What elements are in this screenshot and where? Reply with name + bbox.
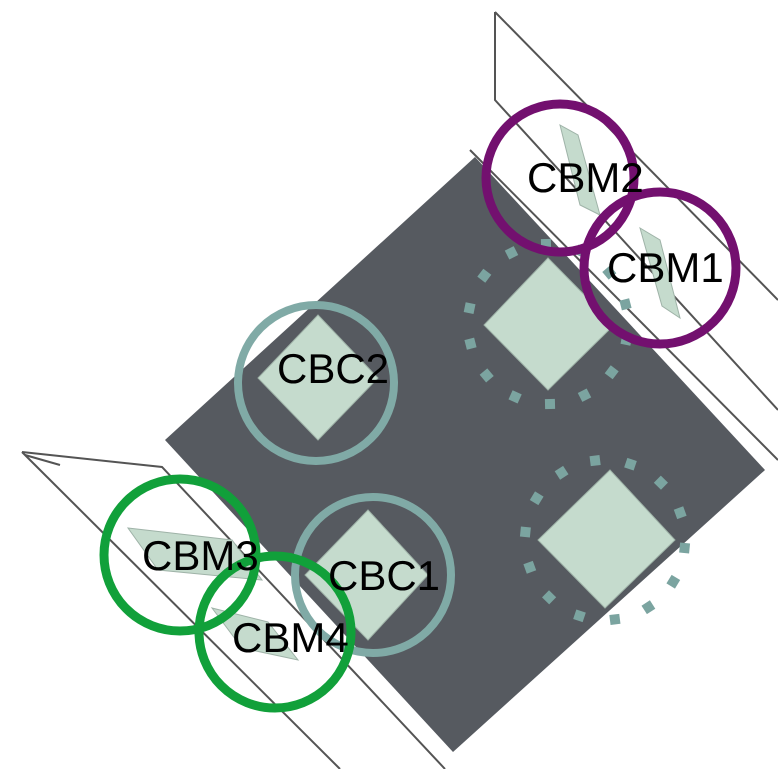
cbc1-pad (304, 509, 429, 641)
docking-dot (463, 302, 476, 314)
cbm4-label: CBM4 (232, 614, 349, 661)
cbm4-strip (210, 607, 300, 661)
docking-dot (542, 590, 557, 605)
docking-dot (589, 455, 601, 467)
cbc1-ring (291, 493, 455, 657)
docking-dot (641, 600, 656, 615)
lower-dotted-ring (519, 455, 691, 625)
cbm2-label: CBM2 (527, 154, 644, 201)
cbm2-ring (481, 99, 639, 257)
cbm3-label: CBM3 (142, 532, 259, 579)
docking-dot (544, 398, 556, 410)
cbc2-pad (257, 314, 379, 441)
docking-dot (519, 526, 531, 538)
docking-dot (624, 457, 637, 471)
cbc2-label: CBC2 (277, 345, 389, 392)
cbc2-ring (234, 301, 398, 465)
docking-dot (609, 613, 621, 625)
docking-dot (666, 574, 681, 589)
docking-dot (464, 337, 477, 350)
docking-dot (602, 265, 617, 280)
docking-dot (653, 475, 668, 490)
upper-right-panel-outline (494, 12, 778, 411)
cbm1-strip (639, 226, 681, 320)
docking-dot (529, 491, 544, 506)
docking-dot (554, 465, 569, 480)
docking-dot (573, 609, 586, 623)
cbm4-ring (194, 551, 356, 713)
docking-dot (604, 365, 619, 380)
lower-left-panel-edge (21, 451, 341, 769)
cbc1-label: CBC1 (328, 552, 440, 599)
docking-dot (673, 506, 687, 520)
lower-left-panel-hinge (24, 454, 61, 466)
cbm1-label: CBM1 (607, 244, 724, 291)
docking-dot (619, 298, 632, 311)
docking-dot (523, 560, 537, 574)
docking-dot (679, 542, 691, 554)
docking-dot (508, 390, 522, 404)
docking-dot (477, 268, 492, 283)
lower-left-panel (21, 451, 446, 769)
docking-dot (577, 388, 592, 402)
lower-left-panel-outline (21, 451, 446, 769)
lower-docking-pad (537, 469, 676, 609)
docking-dot (479, 368, 494, 383)
cbm1-ring (579, 187, 741, 349)
docking-dot (504, 246, 519, 260)
